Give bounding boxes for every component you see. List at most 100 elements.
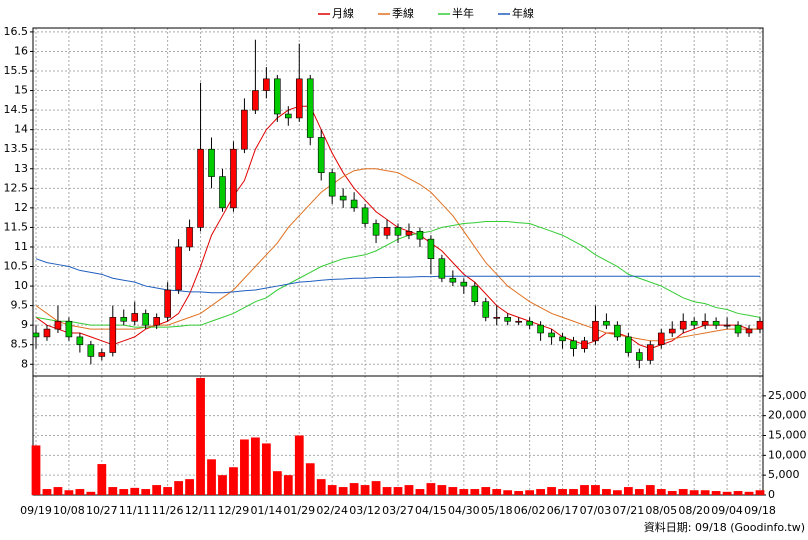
candle-body: [427, 238, 435, 259]
volume-bar: [218, 475, 227, 495]
candle-body: [383, 227, 391, 236]
candle-body: [548, 332, 555, 338]
x-tick-label: 06/02: [514, 504, 546, 517]
candle-body: [636, 352, 643, 361]
x-tick-label: 11/11: [119, 504, 151, 517]
candle-body: [306, 78, 314, 138]
y-tick-label: 10.5: [4, 260, 29, 273]
volume-bar: [272, 471, 282, 495]
volume-bar: [196, 377, 205, 495]
y-tick-label: 9: [21, 318, 28, 331]
candle-body: [625, 336, 632, 353]
candle-body: [438, 258, 446, 279]
x-tick-label: 12/11: [185, 504, 217, 517]
legend-label: 年線: [512, 6, 534, 20]
volume-bar: [689, 490, 699, 495]
candle-body: [197, 148, 204, 228]
candle-body: [559, 336, 566, 342]
candle-body: [603, 320, 610, 326]
x-tick-label: 10/27: [86, 504, 118, 517]
candle-body: [690, 320, 698, 326]
candle-body: [515, 320, 522, 323]
volume-bar: [86, 491, 96, 495]
candle-body: [164, 289, 171, 318]
volume-bar: [316, 479, 326, 495]
volume-bar: [700, 490, 710, 495]
candle-body: [120, 317, 128, 322]
y-tick-label: 11.5: [4, 220, 29, 233]
y-tick-label: 8: [21, 357, 28, 370]
volume-bar: [547, 487, 556, 495]
candle-body: [592, 320, 599, 342]
ma-line: [35, 258, 760, 294]
volume-bar: [623, 487, 633, 495]
x-tick-label: 04/15: [415, 504, 447, 517]
x-tick-label: 09/04: [711, 504, 743, 517]
volume-bar: [349, 483, 359, 495]
candle-body: [526, 320, 533, 326]
volume-bar: [283, 475, 293, 495]
y-tick-label: 16.5: [4, 25, 29, 38]
candle-body: [679, 320, 687, 330]
candle-body: [756, 320, 764, 330]
volume-bar: [437, 485, 447, 495]
source-note: 資料日期: 09/18 (Goodinfo.tw): [644, 520, 805, 534]
volume-bar: [744, 491, 754, 495]
volume-bar: [481, 487, 491, 495]
candle-body: [175, 246, 182, 291]
volume-bar: [229, 467, 238, 495]
volume-bar: [141, 489, 151, 495]
y-tick-label: 12.5: [4, 181, 29, 194]
volume-bar: [240, 439, 249, 495]
candle-body: [98, 352, 106, 357]
volume-bar: [207, 459, 216, 495]
volume-bar: [569, 489, 578, 495]
volume-bar: [108, 487, 118, 495]
y-tick-label: 16: [14, 44, 28, 57]
candle-body: [54, 320, 62, 330]
volume-bar: [656, 489, 666, 495]
y-tick-label: 11: [14, 240, 28, 253]
volume-bar: [415, 489, 425, 495]
volume-bar: [261, 443, 271, 495]
y2-tick-label: 0: [768, 488, 775, 501]
candle-body: [504, 317, 511, 322]
volume-bar: [667, 491, 677, 495]
candle-body: [274, 78, 281, 115]
candle-body: [263, 78, 270, 91]
candle-body: [537, 324, 544, 334]
x-tick-label: 07/03: [580, 504, 612, 517]
candle-body: [153, 317, 160, 326]
volume-bar: [31, 445, 41, 495]
candle-body: [241, 109, 248, 150]
x-tick-label: 08/05: [645, 504, 677, 517]
volume-bar: [64, 490, 74, 495]
volume-bar: [174, 481, 183, 495]
volume-bar: [711, 491, 721, 495]
candle-body: [87, 344, 95, 357]
volume-bar: [360, 485, 370, 495]
candle-body: [76, 336, 84, 346]
candle-body: [701, 320, 709, 326]
volume-bar: [722, 491, 732, 495]
volume-bar: [634, 489, 644, 495]
candle-body: [647, 344, 654, 361]
volume-bar: [294, 435, 304, 495]
volume-bar: [119, 489, 129, 495]
candle-body: [328, 172, 336, 197]
candle-body: [723, 324, 731, 327]
volume-bar: [305, 463, 315, 495]
volume-bar: [459, 489, 469, 495]
y2-tick-label: 5,000: [768, 468, 800, 481]
candle-body: [32, 332, 40, 338]
y-tick-label: 13.5: [4, 142, 29, 155]
x-tick-label: 01/14: [251, 504, 283, 517]
candle-body: [581, 340, 588, 349]
volume-bar: [613, 490, 622, 495]
x-tick-label: 03/27: [382, 504, 414, 517]
volume-bar: [97, 464, 107, 495]
legend-label: 半年: [452, 6, 474, 20]
y2-tick-label: 10,000: [768, 448, 807, 461]
candle-body: [657, 332, 665, 346]
volume-bar: [645, 485, 655, 495]
